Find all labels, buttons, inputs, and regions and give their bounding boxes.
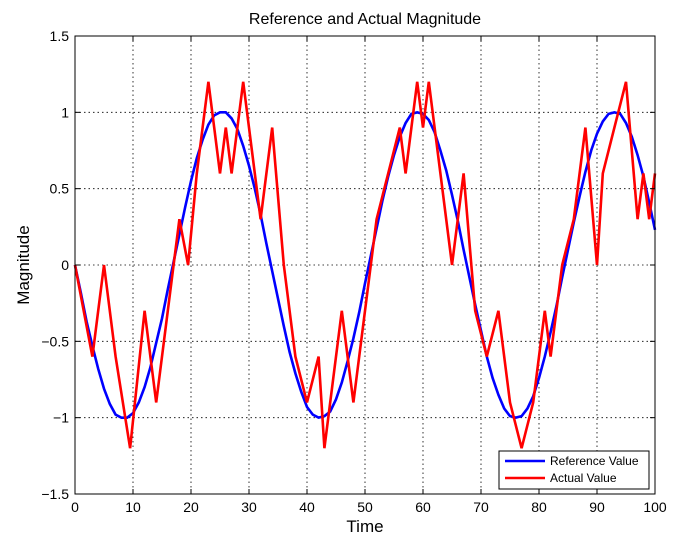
- x-tick-labels: 0 10 20 30 40 50 60 70 80 90 100: [71, 499, 667, 515]
- y-axis-label: Magnitude: [14, 225, 33, 304]
- x-tick-label: 40: [299, 499, 315, 515]
- x-tick-label: 10: [125, 499, 141, 515]
- x-tick-label: 30: [241, 499, 257, 515]
- x-tick-label: 90: [589, 499, 605, 515]
- legend-label-actual: Actual Value: [550, 471, 617, 485]
- y-tick-labels: −1.5 −1 −0.5 0 0.5 1 1.5: [41, 28, 69, 502]
- series-layer: [73, 81, 657, 449]
- x-tick-label: 60: [415, 499, 431, 515]
- y-tick-label: −1.5: [41, 486, 69, 502]
- legend: Reference Value Actual Value: [498, 450, 650, 490]
- y-tick-label: 1.5: [50, 28, 70, 44]
- x-tick-label: 20: [183, 499, 199, 515]
- x-tick-label: 70: [473, 499, 489, 515]
- actual-value-line: [73, 81, 657, 449]
- x-tick-label: 100: [643, 499, 667, 515]
- y-tick-label: 0.5: [50, 181, 70, 197]
- y-tick-label: −0.5: [41, 333, 69, 349]
- x-tick-label: 50: [357, 499, 373, 515]
- y-tick-label: 0: [61, 257, 69, 273]
- ticks: [74, 35, 656, 495]
- y-tick-label: −1: [53, 410, 69, 426]
- y-tick-label: 1: [61, 104, 69, 120]
- x-axis-label: Time: [346, 517, 383, 536]
- legend-box: [498, 450, 650, 490]
- x-tick-label: 0: [71, 499, 79, 515]
- x-tick-label: 80: [531, 499, 547, 515]
- chart-title: Reference and Actual Magnitude: [249, 11, 481, 28]
- legend-label-reference: Reference Value: [550, 454, 639, 468]
